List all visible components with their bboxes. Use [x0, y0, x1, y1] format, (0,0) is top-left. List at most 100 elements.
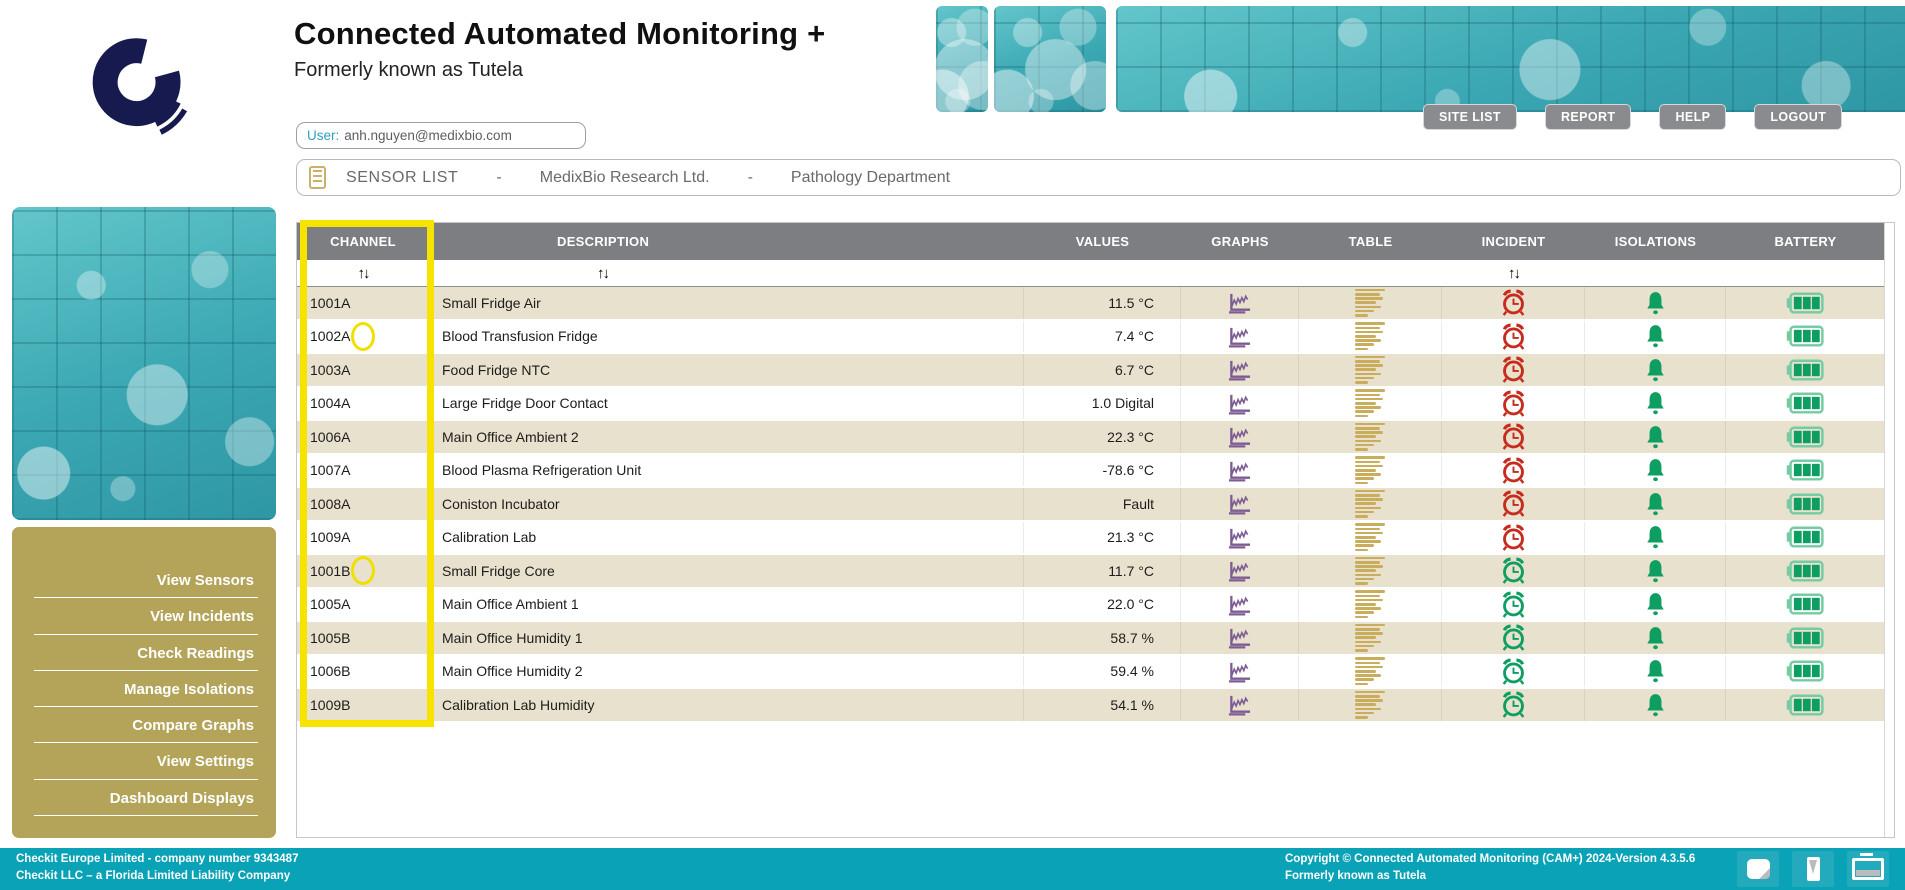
banner-art-wide	[1116, 6, 1905, 112]
incident-clock-icon[interactable]	[1442, 354, 1585, 386]
graphs-chart-icon[interactable]	[1181, 555, 1299, 587]
isolation-bell-icon[interactable]	[1585, 655, 1726, 687]
description-cell: Small Fridge Air	[429, 287, 1024, 319]
graphs-chart-icon[interactable]	[1181, 287, 1299, 319]
desktop-icon	[1852, 853, 1884, 880]
site-list-button[interactable]: SITE LIST	[1423, 104, 1517, 130]
graphs-chart-icon[interactable]	[1181, 421, 1299, 453]
isolation-bell-icon[interactable]	[1585, 689, 1726, 721]
table-row: 1003A Food Fridge NTC 6.7 °C	[297, 354, 1885, 388]
incident-clock-icon[interactable]	[1442, 655, 1585, 687]
isolation-bell-icon[interactable]	[1585, 387, 1726, 419]
graphs-chart-icon[interactable]	[1181, 521, 1299, 553]
isolation-bell-icon[interactable]	[1585, 320, 1726, 352]
isolation-bell-icon[interactable]	[1585, 521, 1726, 553]
column-header-graphs: GRAPHS	[1211, 234, 1269, 249]
breadcrumb-page: SENSOR LIST	[346, 168, 459, 186]
graphs-chart-icon[interactable]	[1181, 354, 1299, 386]
sort-description-icon[interactable]: ↑↓	[597, 264, 610, 282]
incident-clock-icon[interactable]	[1442, 287, 1585, 319]
menu-manage-isolations[interactable]: Manage Isolations	[12, 677, 276, 713]
value-cell: Fault	[1024, 488, 1181, 520]
table-row: 1001A Small Fridge Air 11.5 °C	[297, 287, 1885, 321]
isolation-bell-icon[interactable]	[1585, 622, 1726, 654]
isolation-bell-icon[interactable]	[1585, 421, 1726, 453]
menu-check-readings[interactable]: Check Readings	[12, 641, 276, 677]
battery-icon	[1726, 320, 1885, 352]
app-logo	[70, 6, 218, 167]
table-data-icon[interactable]	[1299, 320, 1442, 352]
column-header-battery: BATTERY	[1774, 234, 1837, 249]
battery-icon	[1726, 387, 1885, 419]
user-email: anh.nguyen@medixbio.com	[344, 128, 512, 143]
incident-clock-icon[interactable]	[1442, 689, 1585, 721]
channel-cell: 1006A	[297, 421, 429, 453]
incident-clock-icon[interactable]	[1442, 387, 1585, 419]
graphs-chart-icon[interactable]	[1181, 387, 1299, 419]
table-data-icon[interactable]	[1299, 689, 1442, 721]
table-gutter	[1884, 223, 1894, 837]
desktop-device-button[interactable]	[1847, 851, 1889, 887]
description-cell: Main Office Humidity 1	[429, 622, 1024, 654]
isolation-bell-icon[interactable]	[1585, 454, 1726, 486]
graphs-chart-icon[interactable]	[1181, 588, 1299, 620]
table-data-icon[interactable]	[1299, 488, 1442, 520]
description-cell: Food Fridge NTC	[429, 354, 1024, 386]
graphs-chart-icon[interactable]	[1181, 689, 1299, 721]
table-data-icon[interactable]	[1299, 588, 1442, 620]
tablet-device-button[interactable]	[1737, 851, 1779, 887]
isolation-bell-icon[interactable]	[1585, 488, 1726, 520]
incident-clock-icon[interactable]	[1442, 488, 1585, 520]
sort-incident-icon[interactable]: ↑↓	[1508, 264, 1521, 282]
menu-compare-graphs[interactable]: Compare Graphs	[12, 713, 276, 749]
incident-clock-icon[interactable]	[1442, 320, 1585, 352]
isolation-bell-icon[interactable]	[1585, 287, 1726, 319]
incident-clock-icon[interactable]	[1442, 421, 1585, 453]
table-data-icon[interactable]	[1299, 287, 1442, 319]
column-header-channel[interactable]: CHANNEL	[330, 234, 396, 249]
incident-clock-icon[interactable]	[1442, 555, 1585, 587]
incident-clock-icon[interactable]	[1442, 588, 1585, 620]
menu-view-sensors[interactable]: View Sensors	[12, 568, 276, 604]
table-data-icon[interactable]	[1299, 421, 1442, 453]
graphs-chart-icon[interactable]	[1181, 488, 1299, 520]
help-button[interactable]: HELP	[1659, 104, 1727, 130]
table-data-icon[interactable]	[1299, 655, 1442, 687]
menu-dashboard-displays[interactable]: Dashboard Displays	[12, 786, 276, 822]
phone-icon	[1806, 857, 1820, 881]
graphs-chart-icon[interactable]	[1181, 622, 1299, 654]
table-data-icon[interactable]	[1299, 354, 1442, 386]
phone-device-button[interactable]	[1792, 851, 1834, 887]
table-data-icon[interactable]	[1299, 622, 1442, 654]
sidebar-art	[12, 207, 276, 520]
graphs-chart-icon[interactable]	[1181, 454, 1299, 486]
incident-clock-icon[interactable]	[1442, 454, 1585, 486]
battery-icon	[1726, 521, 1885, 553]
value-cell: 54.1 %	[1024, 689, 1181, 721]
sensor-table: CHANNEL DESCRIPTION VALUES GRAPHS TABLE …	[296, 222, 1895, 838]
menu-view-incidents[interactable]: View Incidents	[12, 604, 276, 640]
report-button[interactable]: REPORT	[1544, 104, 1632, 130]
table-data-icon[interactable]	[1299, 521, 1442, 553]
incident-clock-icon[interactable]	[1442, 622, 1585, 654]
graphs-chart-icon[interactable]	[1181, 655, 1299, 687]
isolation-bell-icon[interactable]	[1585, 354, 1726, 386]
incident-clock-icon[interactable]	[1442, 521, 1585, 553]
table-header-row: CHANNEL DESCRIPTION VALUES GRAPHS TABLE …	[297, 223, 1885, 260]
channel-cell: 1003A	[297, 354, 429, 386]
sort-channel-icon[interactable]: ↑↓	[357, 264, 371, 282]
description-cell: Large Fridge Door Contact	[429, 387, 1024, 419]
isolation-bell-icon[interactable]	[1585, 588, 1726, 620]
table-data-icon[interactable]	[1299, 454, 1442, 486]
breadcrumb-site: MedixBio Research Ltd.	[539, 168, 710, 186]
channel-cell: 1005B	[297, 622, 429, 654]
value-cell: 59.4 %	[1024, 655, 1181, 687]
graphs-chart-icon[interactable]	[1181, 320, 1299, 352]
table-data-icon[interactable]	[1299, 387, 1442, 419]
table-data-icon[interactable]	[1299, 555, 1442, 587]
menu-view-settings[interactable]: View Settings	[12, 749, 276, 785]
logout-button[interactable]: LOGOUT	[1754, 104, 1843, 130]
column-header-incident[interactable]: INCIDENT	[1481, 234, 1546, 249]
column-header-description[interactable]: DESCRIPTION	[557, 234, 650, 249]
isolation-bell-icon[interactable]	[1585, 555, 1726, 587]
